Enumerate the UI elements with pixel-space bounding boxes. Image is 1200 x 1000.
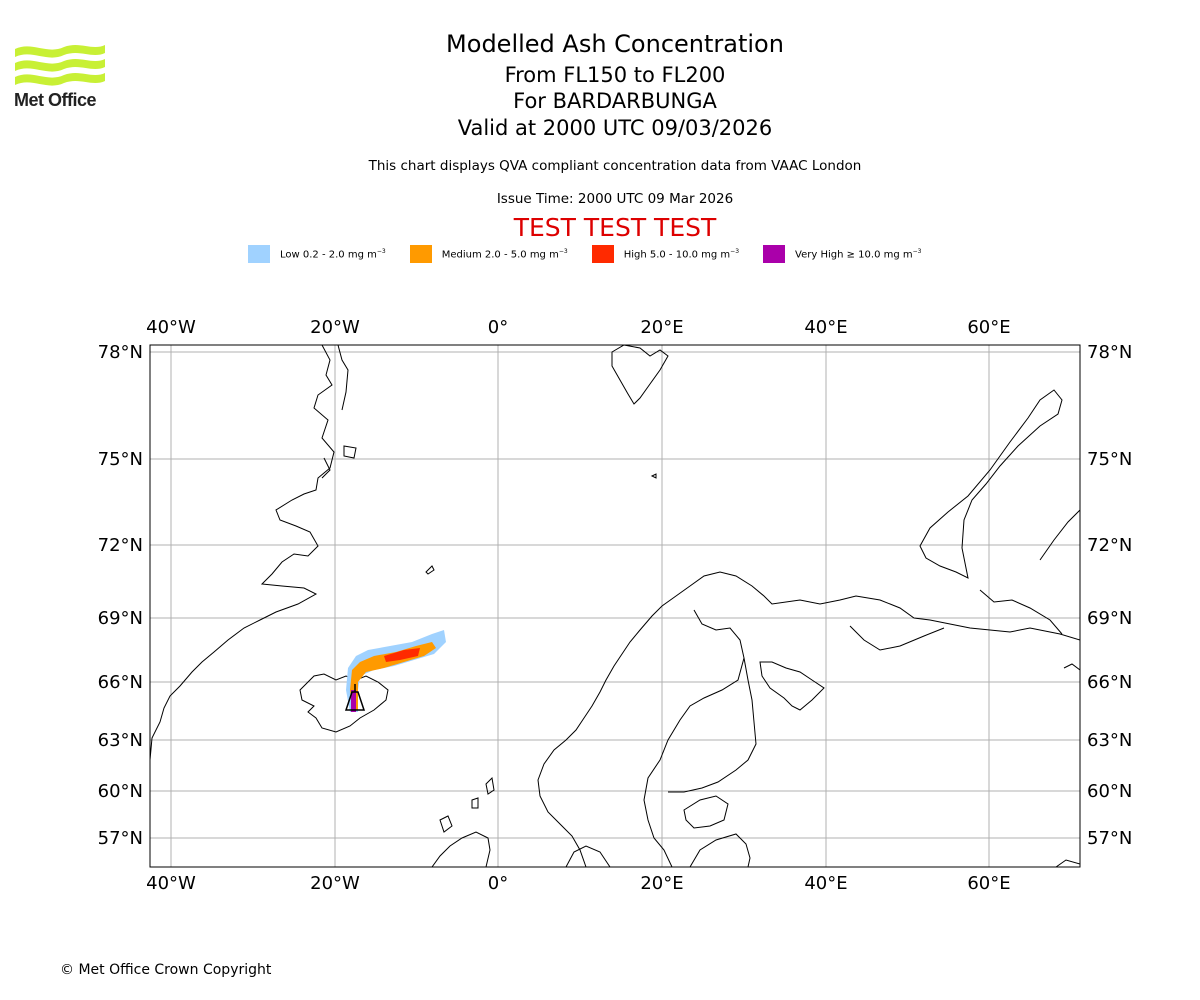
lon-label-bottom: 20°E — [640, 873, 683, 894]
legend-swatch-medium — [409, 245, 432, 263]
lat-label-left: 57°N — [98, 828, 143, 849]
lat-label-left: 78°N — [98, 342, 143, 363]
coast-greenland — [150, 345, 335, 761]
lat-label-left: 60°N — [98, 781, 143, 802]
volcano-marker-icon — [344, 684, 366, 711]
ash-very-high — [351, 690, 356, 712]
lon-label-top: 40°W — [146, 317, 196, 338]
gridlines — [150, 345, 1080, 867]
coast-gulf-bothnia — [643, 609, 745, 867]
legend-swatch-high — [591, 245, 614, 263]
lat-label-right: 60°N — [1087, 781, 1132, 802]
coast-jan-mayen — [425, 565, 435, 575]
volcano-name: For BARDARBUNGA — [513, 89, 717, 113]
lon-label-top: 20°W — [310, 317, 360, 338]
ash-plume — [346, 630, 446, 712]
coast-svalbard — [611, 345, 669, 405]
legend-item-very-high: Very High ≥ 10.0 mg m−3 — [763, 245, 922, 263]
logo-text: Met Office — [14, 90, 97, 110]
lat-label-right: 63°N — [1087, 730, 1132, 751]
legend-label-low: Low 0.2 - 2.0 mg m−3 — [280, 247, 386, 261]
legend-label-medium: Medium 2.0 - 5.0 mg m−3 — [441, 247, 568, 261]
legend-item-high: High 5.0 - 10.0 mg m−3 — [591, 245, 740, 263]
lat-label-right: 78°N — [1087, 342, 1132, 363]
copyright-notice: © Met Office Crown Copyright — [60, 962, 272, 978]
map-border — [149, 344, 1081, 868]
test-banner: TEST TEST TEST — [513, 213, 717, 242]
coast-scotland — [431, 831, 491, 867]
lat-label-right: 57°N — [1087, 828, 1132, 849]
lon-label-bottom: 40°E — [804, 873, 847, 894]
coast-novaya-zemlya — [919, 389, 1063, 579]
met-office-logo — [15, 45, 105, 86]
lon-label-top: 0° — [488, 317, 508, 338]
lat-label-left: 63°N — [98, 730, 143, 751]
coast-iceland — [299, 673, 389, 733]
lon-label-bottom: 40°W — [146, 873, 196, 894]
lat-label-left: 66°N — [98, 672, 143, 693]
legend-swatch-low — [248, 245, 270, 263]
legend-label-very-high: Very High ≥ 10.0 mg m−3 — [795, 247, 922, 261]
concentration-legend: Low 0.2 - 2.0 mg m−3 Medium 2.0 - 5.0 mg… — [248, 244, 946, 264]
axis-labels: 40°W 20°W 0° 20°E 40°E 60°E 40°W 20°W 0°… — [98, 317, 1133, 894]
lat-label-right: 69°N — [1087, 608, 1132, 629]
valid-time: Valid at 2000 UTC 09/03/2026 — [457, 116, 773, 140]
ash-medium — [350, 642, 436, 710]
issue-time: Issue Time: 2000 UTC 09 Mar 2026 — [496, 191, 734, 207]
lat-label-right: 66°N — [1087, 672, 1132, 693]
lon-label-bottom: 20°W — [310, 873, 360, 894]
lat-label-left: 69°N — [98, 608, 143, 629]
coastlines — [150, 345, 1080, 867]
lat-label-right: 72°N — [1087, 535, 1132, 556]
lat-label-right: 75°N — [1087, 449, 1132, 470]
lon-label-bottom: 0° — [488, 873, 508, 894]
lon-label-top: 20°E — [640, 317, 683, 338]
coast-scandinavia — [537, 571, 1080, 867]
legend-item-low: Low 0.2 - 2.0 mg m−3 — [248, 245, 386, 263]
ash-high — [384, 648, 420, 662]
chart-title: Modelled Ash Concentration — [446, 30, 784, 58]
legend-swatch-very-high — [763, 245, 786, 263]
lon-label-top: 40°E — [804, 317, 847, 338]
legend-item-medium: Medium 2.0 - 5.0 mg m−3 — [409, 245, 568, 263]
lat-label-left: 75°N — [98, 449, 143, 470]
chart-description: This chart displays QVA compliant concen… — [368, 158, 862, 174]
legend-label-high: High 5.0 - 10.0 mg m−3 — [623, 247, 740, 261]
lat-label-left: 72°N — [98, 535, 143, 556]
lon-label-top: 60°E — [967, 317, 1010, 338]
lon-label-bottom: 60°E — [967, 873, 1010, 894]
flight-level-range: From FL150 to FL200 — [504, 63, 726, 87]
